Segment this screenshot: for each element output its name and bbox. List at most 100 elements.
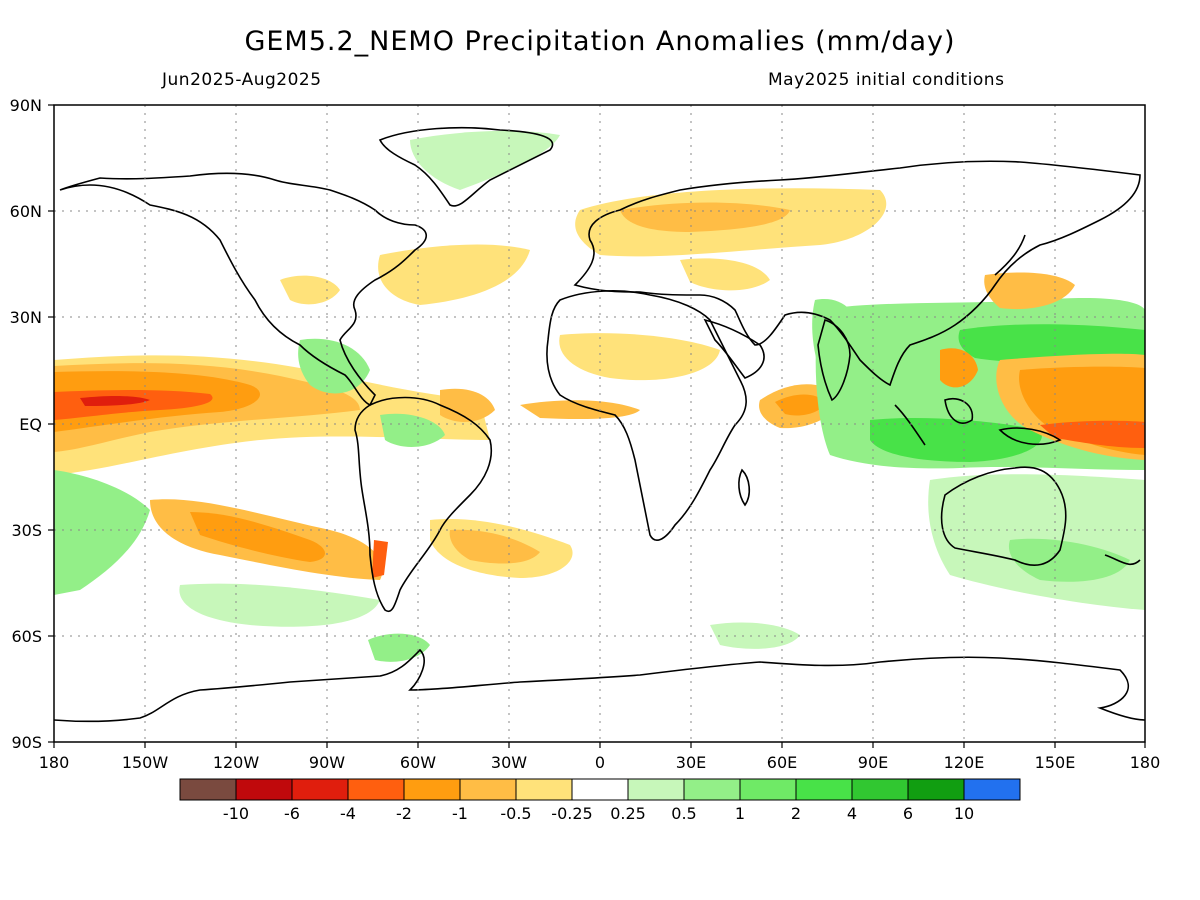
- anomaly-indian-ocean-dry-core: [775, 394, 826, 416]
- coastline-australia: [940, 466, 1067, 566]
- legend-swatch: [683, 778, 741, 801]
- anomaly-chile-dry: [372, 540, 388, 578]
- anomaly-field: [54, 130, 1145, 662]
- color-legend: -10 -6 -4 -2 -1 -0.5 -0.25 0.25 0.5 1 2 4 6 10: [179, 778, 1021, 823]
- lon-label-0: 0: [595, 753, 605, 772]
- coastline-arabia: [703, 318, 765, 379]
- legend-label: -4: [340, 804, 356, 823]
- lon-label-120w: 120W: [213, 753, 260, 772]
- lon-label-90w: 90W: [309, 753, 345, 772]
- legend-label: -2: [396, 804, 412, 823]
- anomaly-pacific-dry-peak: [80, 395, 150, 406]
- initial-conditions: May2025 initial conditions: [768, 70, 1005, 90]
- legend-swatch: [739, 778, 797, 801]
- coastline-new-zealand: [1104, 554, 1141, 565]
- legend-swatch: [403, 778, 461, 801]
- coastline-borneo: [944, 398, 974, 424]
- anomaly-nw-pacific-wet: [958, 324, 1145, 364]
- lat-label-90n: 90N: [10, 96, 42, 115]
- coastline-japan: [994, 234, 1026, 276]
- legend-swatch: [291, 778, 349, 801]
- legend-swatch: [235, 778, 293, 801]
- lon-label-150w: 150W: [122, 753, 169, 772]
- coastline-south-america: [354, 396, 493, 612]
- anomaly-atlantic-equatorial-dry: [440, 388, 495, 422]
- lat-label-60n: 60N: [10, 202, 42, 221]
- legend-swatch: [179, 778, 237, 801]
- longitude-labels: 180 150W 120W 90W 60W 30W 0 30E 60E 90E …: [39, 753, 1161, 772]
- lon-label-60e: 60E: [767, 753, 797, 772]
- legend-swatch: [907, 778, 965, 801]
- anomaly-guinea-dry: [520, 400, 640, 420]
- anomaly-maritime-wet-strong: [870, 418, 1042, 462]
- legend-swatch: [851, 778, 909, 801]
- anomaly-eurasia-dry-core: [620, 202, 790, 232]
- coastline-greenland: [378, 126, 554, 207]
- coastline-antarctica: [54, 648, 1145, 723]
- anomaly-us-dry: [280, 275, 340, 305]
- lon-label-150e: 150E: [1035, 753, 1076, 772]
- legend-label: 0.25: [610, 804, 646, 823]
- legend-swatch: [795, 778, 853, 801]
- legend-label: 10: [954, 804, 974, 823]
- legend-label: 0.5: [671, 804, 696, 823]
- legend-label: -0.25: [551, 804, 592, 823]
- coastline-india: [817, 318, 851, 402]
- lon-label-180e: 180: [1130, 753, 1161, 772]
- anomaly-central-asia-dry: [680, 258, 770, 291]
- legend-swatch: [347, 778, 405, 801]
- anomaly-philippines-dry: [940, 348, 978, 388]
- anomaly-japan-dry: [984, 272, 1075, 310]
- coastline-north-america: [59, 172, 428, 407]
- tick-marks: [48, 104, 1146, 748]
- anomaly-antarctic-peninsula-wet: [368, 633, 430, 662]
- coastline-africa: [546, 290, 747, 541]
- anomaly-australia-wet-core: [1008, 538, 1130, 582]
- gridlines: [54, 105, 1145, 742]
- lat-label-30s: 30S: [11, 521, 42, 540]
- legend-label: 1: [735, 804, 745, 823]
- legend-swatch: [963, 778, 1021, 801]
- legend-swatch: [627, 778, 685, 801]
- anomaly-amazon-wet: [380, 413, 445, 447]
- anomaly-wp-dry-peak: [1040, 420, 1145, 448]
- anomaly-southeast-pacific-wet: [54, 470, 150, 595]
- legend-label: 4: [847, 804, 857, 823]
- anomaly-southern-ocean-wet: [179, 583, 380, 627]
- legend-label: 2: [791, 804, 801, 823]
- legend-label: -6: [284, 804, 300, 823]
- coastline-sumatra: [894, 404, 926, 446]
- lon-label-30e: 30E: [676, 753, 706, 772]
- legend-label: 6: [903, 804, 913, 823]
- chart-title: GEM5.2_NEMO Precipitation Anomalies (mm/…: [244, 26, 956, 57]
- anomaly-sahel-dry: [559, 333, 720, 381]
- lon-label-30w: 30W: [491, 753, 527, 772]
- legend-swatch: [571, 778, 629, 801]
- lat-label-eq: EQ: [19, 415, 42, 434]
- legend-swatch: [515, 778, 573, 801]
- coastline-eurasia: [573, 160, 1141, 387]
- coastline-new-guinea: [998, 427, 1062, 446]
- lon-label-180w: 180: [39, 753, 70, 772]
- lon-label-90e: 90E: [858, 753, 888, 772]
- anomaly-southern-ocean-wet-2: [710, 622, 800, 649]
- anomaly-south-atlantic-dry-core: [449, 529, 540, 564]
- legend-label: -10: [223, 804, 249, 823]
- anomaly-caribbean-wet: [298, 338, 370, 394]
- anomaly-north-atlantic-dry: [378, 244, 530, 305]
- coastline-madagascar: [738, 468, 751, 507]
- lon-label-120e: 120E: [944, 753, 985, 772]
- legend-swatch: [459, 778, 517, 801]
- legend-label: -1: [452, 804, 468, 823]
- forecast-period: Jun2025-Aug2025: [162, 70, 322, 90]
- latitude-labels: 90N 60N 30N EQ 30S 60S 90S: [10, 96, 42, 752]
- anomaly-arctic-wet: [410, 130, 560, 190]
- lat-label-90s: 90S: [11, 733, 42, 752]
- legend-label: -0.5: [500, 804, 531, 823]
- lon-label-60w: 60W: [400, 753, 436, 772]
- anomaly-south-pacific-dry-core: [190, 512, 325, 562]
- lat-label-60s: 60S: [11, 627, 42, 646]
- lat-label-30n: 30N: [10, 308, 42, 327]
- coastlines: [54, 126, 1145, 723]
